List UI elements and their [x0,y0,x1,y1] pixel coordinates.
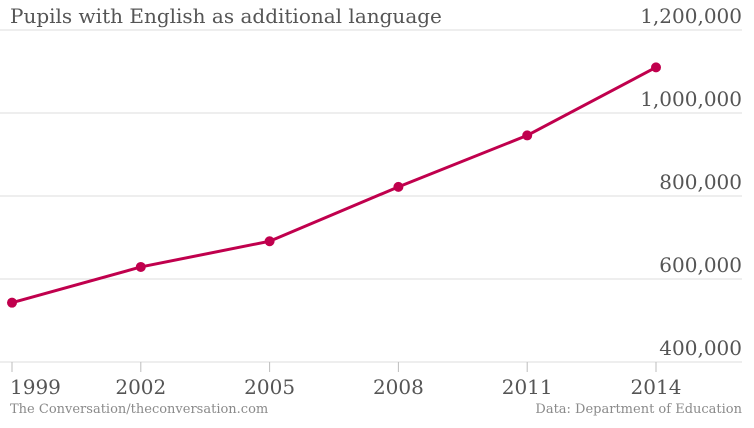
chart-title: Pupils with English as additional langua… [10,4,442,28]
data-point [393,181,404,192]
data-point [522,130,533,141]
data-point [264,236,275,247]
x-tick-label: 2014 [631,375,682,399]
y-tick-labels: 400,000 600,000 800,000 1,000,000 1,200,000 [640,4,742,360]
x-tick-label: 2005 [244,375,295,399]
x-tick-label: 2011 [502,375,553,399]
x-tick-label: 2002 [115,375,166,399]
data-point [651,62,661,73]
series-line [10,65,658,305]
series-layer [7,62,661,308]
x-tick-labels: 1999 2002 2005 2008 2011 2014 [10,362,681,399]
x-tick-label: 1999 [10,375,61,399]
footer-source-left: The Conversation/theconversation.com [10,402,269,417]
y-tick-label: 800,000 [659,170,742,194]
x-tick-label: 2008 [373,375,424,399]
y-tick-label: 1,200,000 [640,4,742,28]
y-tick-label: 400,000 [659,336,742,360]
data-point [7,297,17,308]
y-tick-label: 1,000,000 [640,87,742,111]
footer-source-right: Data: Department of Education [535,402,742,417]
data-point [135,261,146,272]
y-tick-label: 600,000 [659,253,742,277]
grid-layer [0,29,742,363]
